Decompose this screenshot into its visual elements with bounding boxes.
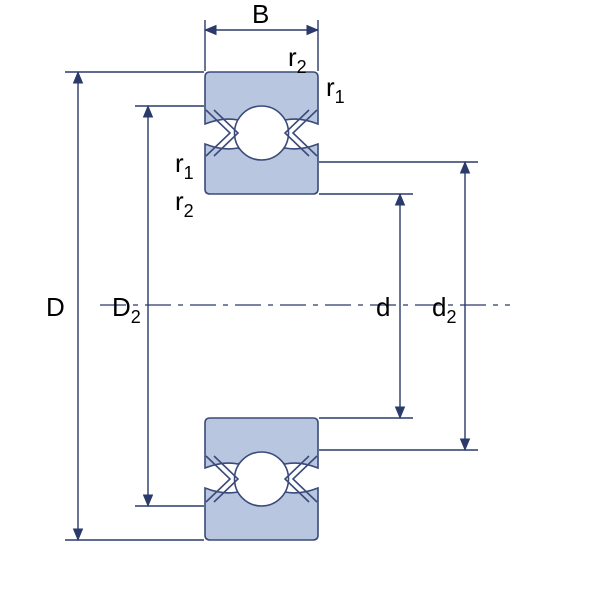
- bearing-cross-section-diagram: B D D2 d d2 r1 r2 r1 r2: [0, 0, 600, 600]
- label-D2: D2: [112, 292, 141, 327]
- upper-ball: [235, 106, 289, 160]
- dim-d2: [319, 162, 478, 450]
- label-D: D: [46, 292, 65, 322]
- label-r2-top: r2: [288, 42, 307, 77]
- label-d2: d2: [432, 292, 456, 327]
- lower-ball: [235, 452, 289, 506]
- label-r1-bottom: r1: [175, 148, 194, 183]
- dim-d: [319, 194, 413, 418]
- upper-cross-section: [205, 72, 318, 194]
- lower-cross-section: [205, 418, 318, 540]
- dim-D: [65, 72, 204, 540]
- label-r2-bottom: r2: [175, 186, 194, 221]
- label-B: B: [252, 0, 269, 29]
- label-r1-top: r1: [326, 72, 345, 107]
- label-d: d: [376, 292, 390, 322]
